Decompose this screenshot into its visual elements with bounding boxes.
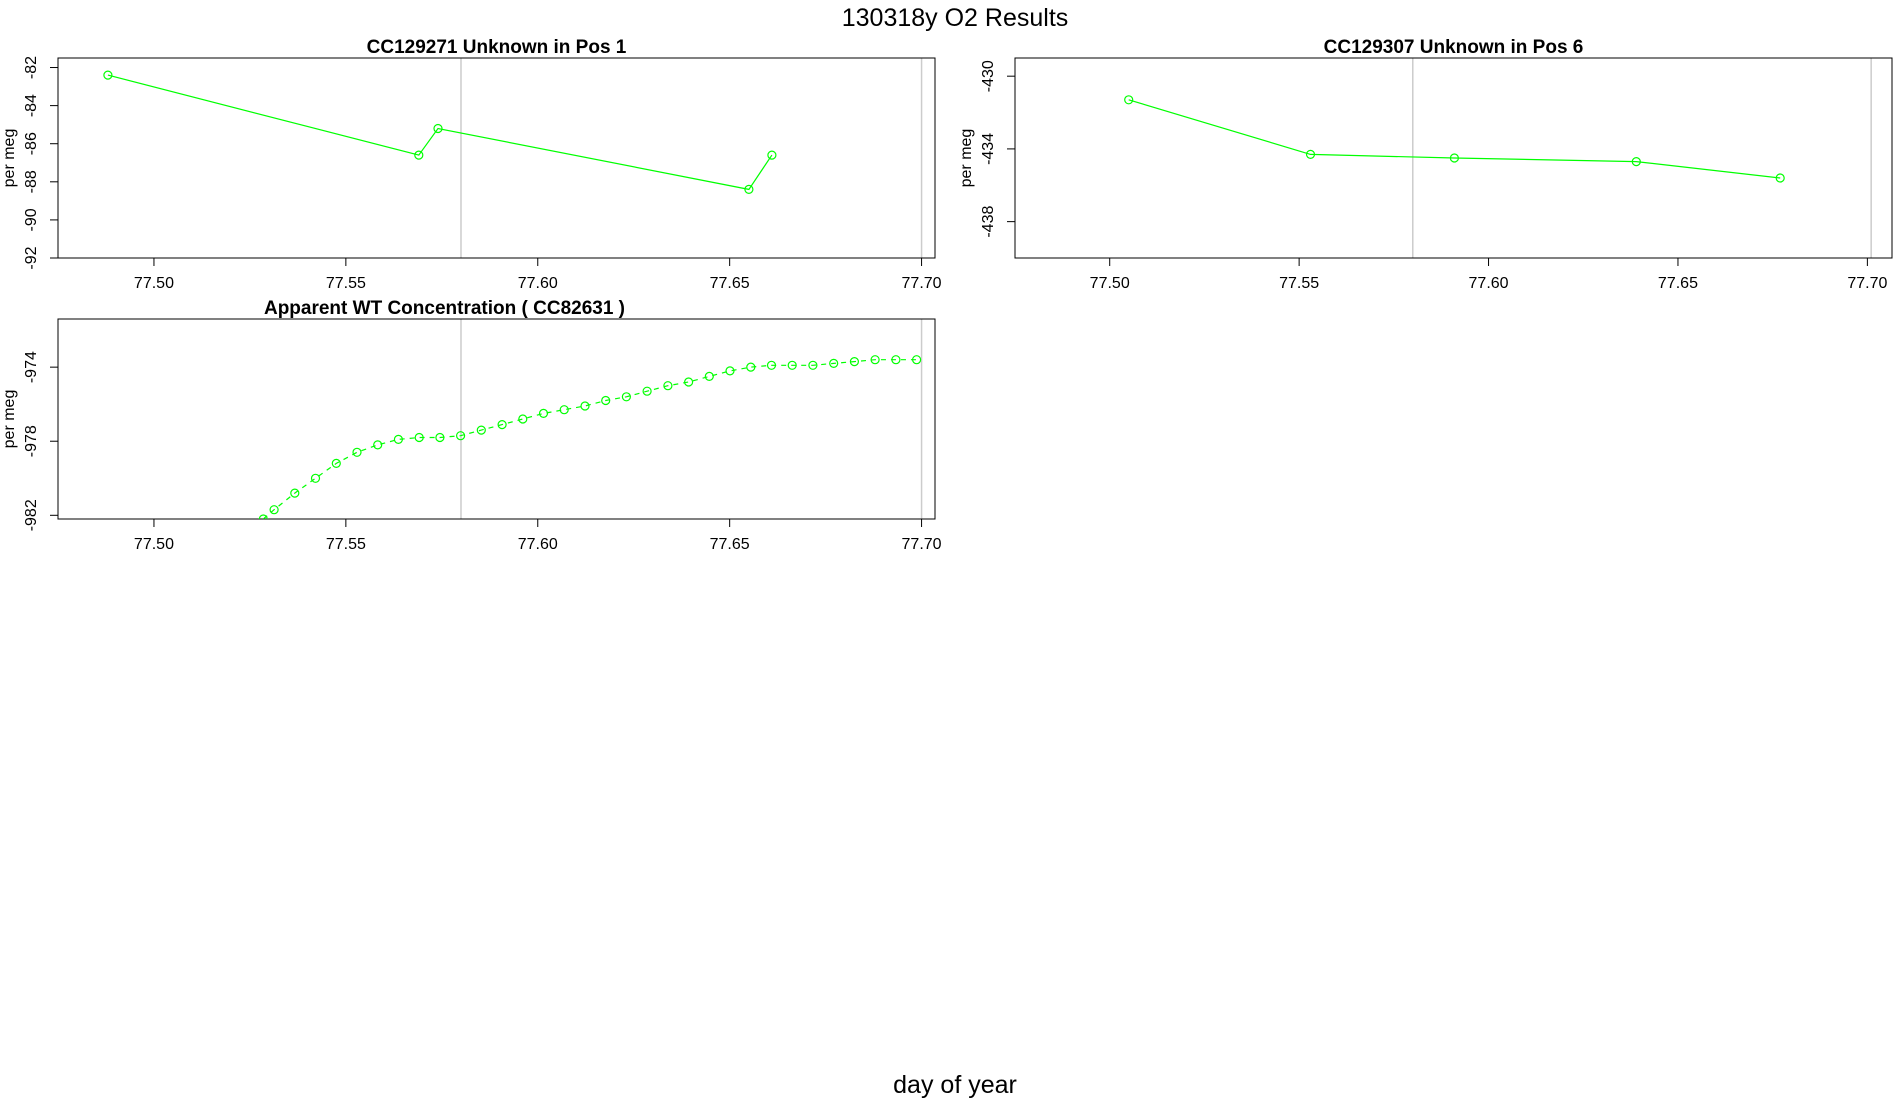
y-tick-label: -430 (980, 60, 997, 92)
data-point (683, 377, 694, 387)
x-tick-label: 77.60 (518, 536, 558, 553)
y-tick-label: -92 (23, 246, 40, 269)
y-tick-label: -84 (23, 94, 40, 117)
x-tick-label: 77.65 (1658, 275, 1698, 292)
data-point (849, 357, 860, 367)
x-tick-label: 77.50 (134, 536, 174, 553)
data-point (642, 386, 652, 396)
data-point (725, 366, 735, 376)
data-point (497, 420, 507, 430)
data-point (331, 458, 341, 468)
y-axis-label: per meg (1, 129, 18, 188)
y-axis-label: per meg (1, 390, 18, 449)
figure-title: 130318y O2 Results (842, 4, 1069, 32)
series-line (1128, 99, 1781, 179)
data-point (414, 432, 424, 443)
plot-frame (57, 318, 936, 520)
data-point (103, 70, 113, 80)
data-point (269, 505, 279, 515)
data-point (663, 381, 673, 391)
data-point (414, 150, 424, 160)
data-point (829, 358, 839, 368)
data-point (393, 434, 403, 444)
x-axis-label: day of year (893, 1071, 1017, 1099)
x-tick-label: 77.60 (518, 275, 558, 292)
data-point (373, 440, 383, 450)
series-line (107, 74, 773, 191)
data-point (621, 392, 632, 402)
x-tick-label: 77.70 (1847, 275, 1887, 292)
x-tick-label: 77.70 (902, 536, 942, 553)
panel-title: CC129307 Unknown in Pos 6 (1324, 37, 1584, 58)
data-point (456, 431, 466, 441)
plot-frame (57, 57, 936, 259)
data-point (911, 355, 922, 365)
data-point (744, 184, 754, 194)
y-axis-label: per meg (958, 129, 975, 188)
data-point (870, 355, 880, 365)
y-tick-label: -90 (23, 208, 40, 231)
y-tick-label: -438 (980, 206, 997, 238)
x-tick-label: 77.65 (710, 536, 750, 553)
y-tick-label: -978 (23, 425, 40, 457)
y-tick-label: -86 (23, 132, 40, 155)
chart-panel-2: CC129307 Unknown in Pos 6 77.50 77.55 77.60… (958, 37, 1893, 292)
chart-panel-3: Apparent WT Concentration ( CC82631 ) 77.… (1, 298, 942, 553)
data-point (1775, 173, 1785, 183)
x-tick-label: 77.55 (1279, 275, 1319, 292)
y-tick-label: -982 (23, 499, 40, 531)
y-tick-label: -974 (23, 351, 40, 383)
data-point (1124, 95, 1134, 105)
data-point (476, 425, 486, 435)
x-tick-label: 77.50 (1090, 275, 1130, 292)
data-point (310, 473, 321, 483)
plot-frame (1014, 57, 1893, 259)
data-point (290, 488, 300, 498)
data-point (704, 371, 714, 381)
x-tick-label: 77.55 (326, 536, 366, 553)
data-point (538, 408, 549, 418)
data-point (787, 360, 797, 370)
data-point (1449, 153, 1460, 163)
data-point (352, 447, 362, 457)
series-1 (103, 70, 777, 194)
data-point (808, 360, 818, 370)
data-point (433, 123, 443, 134)
y-tick-label: -88 (23, 170, 40, 193)
data-point (518, 414, 528, 424)
x-tick-label: 77.65 (710, 275, 750, 292)
x-tick-label: 77.60 (1469, 275, 1509, 292)
series-1 (258, 355, 922, 519)
y-tick-label: -82 (23, 56, 40, 79)
data-point (559, 405, 569, 415)
data-point (766, 360, 777, 370)
panel-title: Apparent WT Concentration ( CC82631 ) (264, 298, 625, 319)
data-point (767, 150, 777, 160)
chart-panels: CC129271 Unknown in Pos 1 77.50 77.55 77.60… (1, 37, 1893, 553)
data-point (435, 432, 445, 443)
x-tick-label: 77.50 (134, 275, 174, 292)
chart-panel-1: CC129271 Unknown in Pos 1 77.50 77.55 77.60… (1, 37, 942, 292)
series-line (262, 359, 917, 519)
data-point (258, 514, 268, 519)
data-point (746, 362, 756, 372)
data-point (1305, 149, 1316, 159)
panel-title: CC129271 Unknown in Pos 1 (367, 37, 627, 58)
series-1 (1124, 95, 1785, 183)
data-point (1631, 157, 1641, 167)
x-tick-label: 77.70 (902, 275, 942, 292)
data-point (891, 355, 901, 365)
y-tick-label: -434 (980, 133, 997, 165)
data-point (601, 395, 611, 406)
data-point (580, 401, 590, 411)
x-tick-label: 77.55 (326, 275, 366, 292)
